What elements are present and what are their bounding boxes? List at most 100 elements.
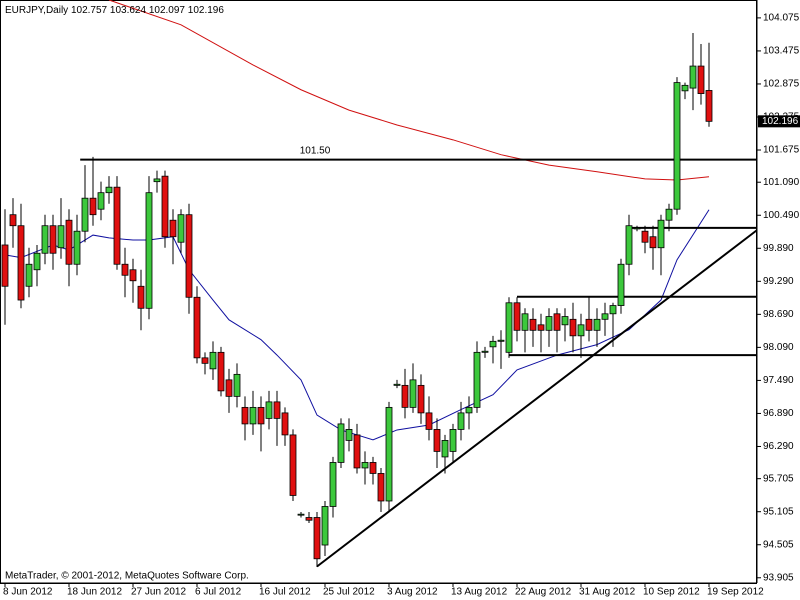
candle-body	[153, 178, 161, 183]
candle-body	[377, 473, 385, 502]
candle-body	[281, 412, 289, 436]
y-tick-label: 103.475	[763, 46, 800, 57]
y-tick-label: 102.875	[763, 79, 800, 90]
candle-body	[41, 225, 49, 254]
copyright: MetaTrader, © 2001-2012, MetaQuotes Soft…	[5, 571, 249, 582]
candle-body	[481, 350, 489, 353]
candle-body	[81, 197, 89, 232]
candle-body	[73, 230, 81, 265]
candle-body	[409, 379, 417, 408]
candle-body	[673, 82, 681, 210]
price-marker-label: 102.196	[762, 116, 799, 127]
candle-body	[273, 401, 281, 419]
candle-body	[329, 462, 337, 507]
candle-body	[497, 339, 505, 342]
header-open: 102.757	[71, 5, 108, 16]
candle-body	[105, 186, 113, 194]
candle-body	[425, 412, 433, 430]
candle-body	[417, 384, 425, 414]
y-tick-label: 100.490	[763, 210, 800, 221]
title: EURJPY,Daily	[5, 5, 68, 16]
y-tick-label: 101.675	[763, 145, 800, 156]
candle-body	[505, 302, 513, 353]
candle-body	[265, 401, 273, 419]
candle-body	[137, 285, 145, 309]
candle-body	[545, 316, 553, 331]
candle-body	[529, 318, 537, 331]
candle-body	[249, 406, 257, 425]
candle-body	[353, 434, 361, 469]
y-tick-label: 98.690	[763, 309, 794, 320]
candle-body	[441, 440, 449, 458]
candle-body	[65, 219, 73, 265]
candle-body	[385, 406, 393, 502]
candle-body	[177, 214, 185, 243]
candle-body	[145, 192, 153, 309]
candle-body	[625, 225, 633, 265]
candle-body	[649, 236, 657, 249]
candle-body	[697, 65, 705, 94]
y-tick-label: 101.090	[763, 177, 800, 188]
candle-body	[577, 324, 585, 337]
candle-body	[9, 214, 17, 227]
candle-body	[233, 373, 241, 397]
candle-body	[337, 423, 345, 463]
candle-body	[553, 313, 561, 331]
candle-body	[473, 351, 481, 408]
candle-body	[601, 313, 609, 320]
candle-body	[217, 351, 225, 392]
candle-body	[465, 406, 473, 414]
candle-body	[665, 208, 673, 221]
candle-body	[161, 175, 169, 238]
y-tick-label: 93.905	[763, 572, 794, 583]
x-tick-label: 3 Aug 2012	[387, 587, 438, 598]
x-tick-label: 19 Sep 2012	[707, 587, 764, 598]
y-tick-label: 104.075	[763, 13, 800, 24]
candle-body	[633, 227, 641, 230]
y-tick-label: 99.290	[763, 276, 794, 287]
candle-body	[33, 252, 41, 271]
y-tick-label: 99.890	[763, 243, 794, 254]
drawing-line	[316, 229, 758, 568]
candle-body	[225, 379, 233, 397]
y-tick-label: 96.890	[763, 408, 794, 419]
candle-body	[705, 90, 713, 122]
candle-body	[657, 219, 665, 249]
drawing-label: 101.50	[300, 145, 331, 156]
x-tick-label: 27 Jun 2012	[131, 587, 186, 598]
candle-body	[313, 517, 321, 560]
x-tick-label: 13 Aug 2012	[451, 587, 508, 598]
x-tick-label: 16 Jul 2012	[259, 587, 311, 598]
candle-body	[89, 197, 97, 216]
candle-body	[433, 429, 441, 452]
candle-body	[17, 225, 25, 301]
candle-body	[641, 230, 649, 243]
x-tick-label: 8 Jun 2012	[3, 587, 53, 598]
y-tick-label: 94.505	[763, 539, 794, 550]
header-high: 103.624	[110, 5, 147, 16]
candle-body	[321, 506, 329, 546]
chart-header: EURJPY,Daily 102.757 103.624 102.097 102…	[5, 5, 224, 16]
x-tick-label: 25 Jul 2012	[323, 587, 375, 598]
candle-body	[489, 340, 497, 348]
candle-body	[449, 429, 457, 452]
candle-body	[537, 324, 545, 331]
candle-body	[593, 318, 601, 331]
x-tick-label: 22 Aug 2012	[515, 587, 572, 598]
candle-body	[185, 214, 193, 298]
candle-body	[169, 219, 177, 238]
candle-body	[1, 244, 9, 287]
moving-average	[108, 0, 710, 181]
candle-body	[97, 192, 105, 210]
y-tick-label: 95.105	[763, 506, 794, 517]
x-tick-label: 31 Aug 2012	[579, 587, 636, 598]
candle-body	[289, 434, 297, 496]
candle-body	[361, 462, 369, 469]
candle-body	[201, 357, 209, 364]
candle-body	[129, 269, 137, 282]
candle-body	[257, 406, 265, 425]
candle-body	[25, 263, 33, 287]
candle-body	[457, 412, 465, 430]
candle-body	[681, 84, 689, 92]
